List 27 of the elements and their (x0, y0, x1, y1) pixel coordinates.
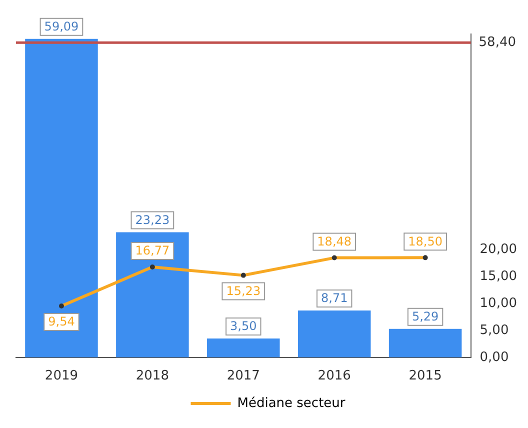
y-tick-label: 10,00 (480, 296, 517, 311)
ref-line-label: 58,40 (478, 35, 516, 50)
data-label: 3,50 (230, 319, 257, 334)
x-tick-label: 2017 (226, 368, 260, 384)
bar (388, 328, 462, 358)
x-tick-label: 2016 (318, 368, 351, 384)
bar (25, 38, 98, 358)
x-tick-label: 2019 (44, 368, 78, 384)
bar (116, 232, 189, 358)
data-label: 18,50 (408, 234, 442, 248)
y-tick-label: 20,00 (480, 242, 517, 257)
data-label: 5,29 (412, 310, 439, 324)
y-tick-label: 0,00 (480, 350, 509, 365)
legend-label: Médiane secteur (237, 396, 346, 411)
data-label: 18,48 (317, 234, 352, 248)
data-label: 15,23 (226, 284, 261, 298)
x-tick-label: 2015 (408, 368, 442, 384)
bar (298, 310, 371, 358)
bar (207, 338, 280, 358)
x-tick-label: 2018 (136, 368, 169, 384)
data-label: 9,54 (48, 314, 75, 329)
data-label: 59,09 (44, 20, 79, 34)
data-label: 16,77 (135, 244, 170, 258)
y-tick-label: 15,00 (480, 268, 517, 284)
y-tick-label: 5,00 (480, 322, 509, 338)
data-label: 8,71 (320, 291, 348, 306)
data-label: 23,23 (135, 212, 170, 227)
